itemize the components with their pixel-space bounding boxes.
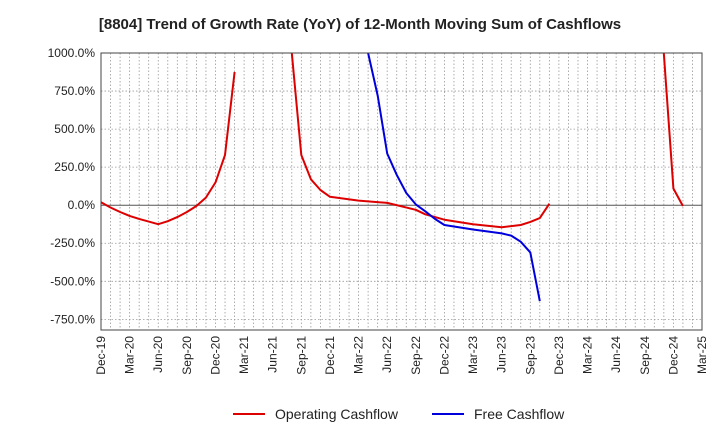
x-tick-label: Mar-23 (466, 336, 480, 374)
x-tick-label: Jun-21 (266, 336, 280, 373)
x-tick-label: Sep-21 (294, 336, 308, 375)
x-tick-label: Sep-22 (409, 336, 423, 375)
x-tick-label: Mar-21 (237, 336, 251, 374)
plot-area (101, 53, 702, 330)
x-tick-label: Dec-23 (552, 336, 566, 375)
free-cashflow-line (367, 53, 541, 302)
operating-cashflow-line (290, 53, 551, 229)
chart-title: [8804] Trend of Growth Rate (YoY) of 12-… (98, 16, 622, 33)
y-tick-label: 500.0% (54, 122, 95, 136)
operating-cashflow-line (101, 71, 236, 226)
y-tick-label: -500.0% (50, 274, 95, 288)
x-tick-label: Sep-23 (523, 336, 537, 375)
x-tick-label: Dec-20 (208, 336, 222, 375)
plot-border (100, 52, 703, 331)
y-tick-label: -250.0% (50, 236, 95, 250)
free-cashflow-legend-label: Free Cashflow (474, 406, 565, 422)
operating-cashflow-line (662, 53, 684, 207)
y-tick-label: 250.0% (54, 160, 95, 174)
x-tick-label: Sep-24 (638, 336, 652, 375)
x-tick-label: Jun-24 (609, 336, 623, 373)
x-tick-label: Mar-24 (581, 336, 595, 374)
x-tick-label: Jun-23 (495, 336, 509, 373)
x-tick-label: Dec-21 (323, 336, 337, 375)
x-tick-label: Mar-25 (695, 336, 709, 374)
x-tick-label: Dec-19 (94, 336, 108, 375)
x-tick-label: Jun-20 (151, 336, 165, 373)
y-tick-label: 0.0% (68, 198, 96, 212)
y-tick-label: -750.0% (50, 312, 95, 326)
x-tick-label: Mar-20 (123, 336, 137, 374)
x-tick-label: Mar-22 (352, 336, 366, 374)
y-tick-label: 1000.0% (48, 46, 96, 60)
x-tick-label: Dec-24 (666, 336, 680, 375)
x-tick-label: Jun-22 (380, 336, 394, 373)
x-tick-label: Sep-20 (180, 336, 194, 375)
x-tick-label: Dec-22 (437, 336, 451, 375)
y-tick-label: 750.0% (54, 84, 95, 98)
operating-cashflow-legend-label: Operating Cashflow (275, 406, 399, 422)
